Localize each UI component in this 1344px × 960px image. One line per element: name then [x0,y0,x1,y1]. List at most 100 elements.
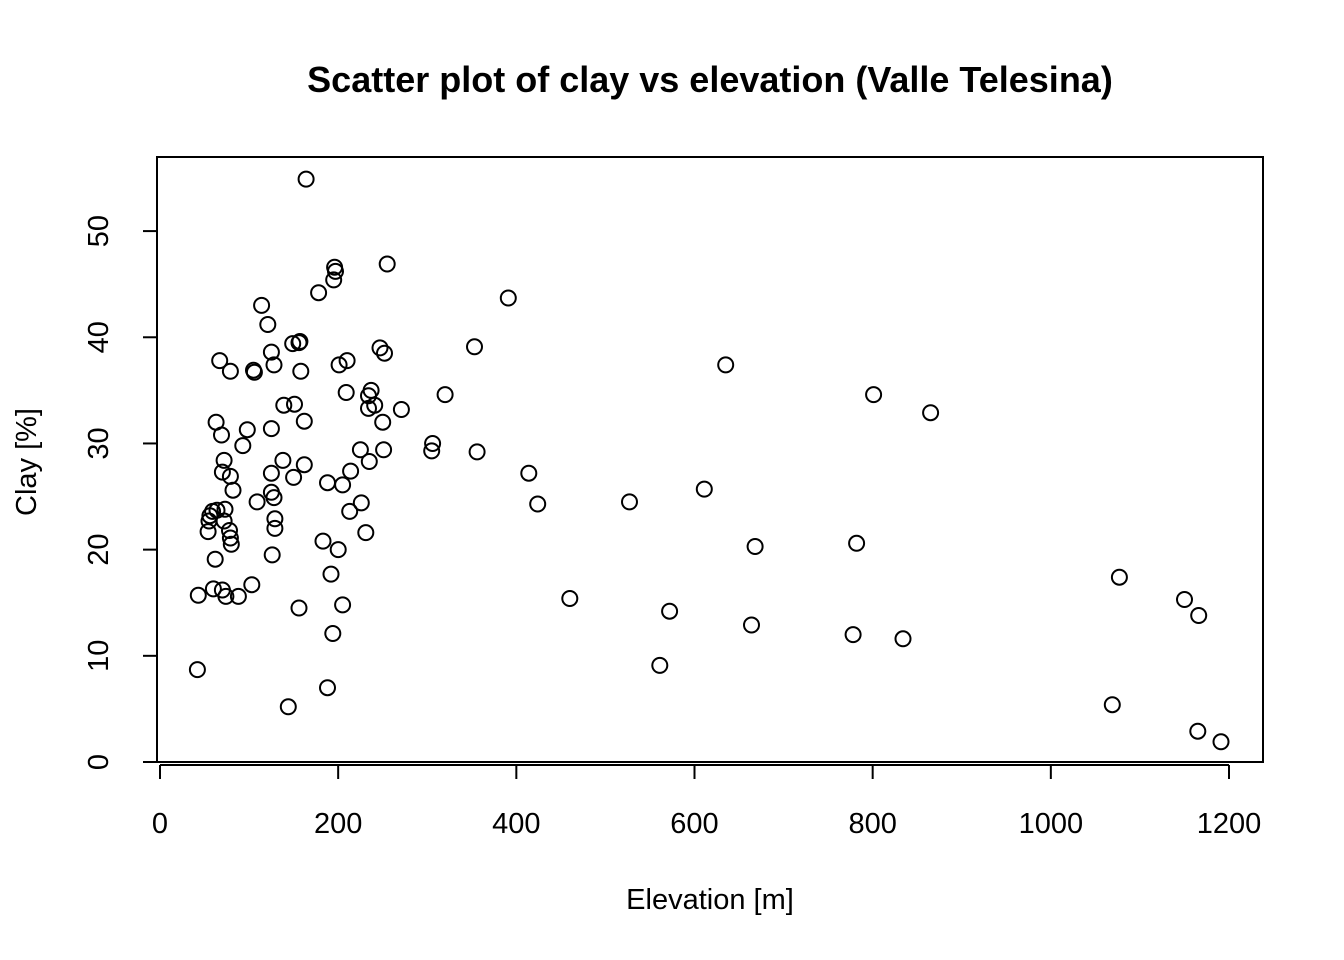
data-point [374,413,392,431]
data-point [1110,568,1128,586]
x-tick-label: 1000 [1019,808,1084,840]
data-point [314,532,332,550]
data-point [1190,607,1208,624]
data-point [213,463,231,481]
data-point [217,587,235,605]
data-point [499,289,517,307]
x-tick-label: 200 [314,808,362,840]
data-point [746,538,764,555]
y-tick-label: 20 [83,533,115,565]
data-point [259,316,277,333]
y-tick-label: 10 [83,640,115,672]
data-point [322,565,340,583]
data-point [529,495,547,513]
data-point [366,396,384,414]
data-point [263,546,281,564]
data-point [352,494,370,512]
data-point [221,362,239,380]
data-point [275,396,293,414]
data-point [297,170,315,188]
data-point [1189,722,1207,740]
data-point [717,356,735,374]
data-point [1103,696,1121,714]
data-point [243,576,261,594]
data-point [468,443,486,461]
data-point [334,596,352,614]
data-point [215,512,233,530]
data-point [265,356,283,374]
y-axis-label: Clay [%] [11,408,43,516]
data-point [204,580,222,598]
data-point [327,262,344,280]
data-point [238,421,256,439]
data-point [341,502,359,520]
data-point [274,451,292,469]
data-point [520,464,538,482]
data-point [378,255,396,273]
data-point [284,335,302,353]
data-point [262,343,280,361]
data-point [922,404,940,422]
data-point [376,344,393,362]
data-point [319,474,336,492]
data-point [266,519,284,537]
data-point [357,524,375,542]
data-point [848,534,866,552]
data-point [1212,733,1230,751]
data-point [188,661,206,679]
data-point [325,271,343,289]
x-axis: 0 200 400 600 800 1000 1200 [152,764,1262,840]
data-point [342,462,360,480]
data-point [337,384,355,401]
data-point [262,464,280,482]
data-point [291,333,309,350]
data-point [371,339,389,357]
data-point [621,493,638,511]
data-point [262,420,280,438]
x-tick-label: 400 [492,808,540,840]
data-point [279,698,297,716]
data-point [234,437,252,455]
plot-frame [156,156,1264,763]
data-point [362,381,380,399]
data-point [844,626,862,644]
data-point [266,510,284,528]
data-point [286,395,303,413]
y-axis: 0 10 20 30 40 50 [83,215,158,770]
x-tick-label: 1200 [1197,808,1262,840]
data-point [295,456,313,474]
data-point [211,352,229,370]
data-point [224,481,242,499]
y-tick-label: 50 [83,215,115,247]
data-point [189,586,207,604]
data-point [424,435,442,452]
x-tick-label: 800 [848,808,896,840]
data-point [215,451,233,469]
x-tick-label: 600 [670,808,718,840]
y-tick-label: 0 [83,754,115,770]
data-point [229,587,247,605]
data-point [436,386,454,404]
data-point [894,630,912,648]
data-point [265,489,283,507]
data-point [295,412,313,430]
data-point [651,656,669,674]
data-point [285,468,303,486]
y-tick-label: 30 [83,427,115,459]
data-point [290,599,308,617]
data-point [222,535,240,553]
data-point [253,296,271,314]
y-tick-label: 40 [83,321,115,353]
points-layer [188,170,1230,751]
data-point [245,363,263,381]
data-point [324,625,342,642]
data-point [338,352,356,370]
data-point [743,616,760,634]
data-point [392,401,410,418]
data-point [466,338,483,356]
data-point [360,453,378,470]
data-point [375,441,393,459]
x-axis-label: Elevation [m] [626,884,794,916]
data-point [330,356,348,374]
